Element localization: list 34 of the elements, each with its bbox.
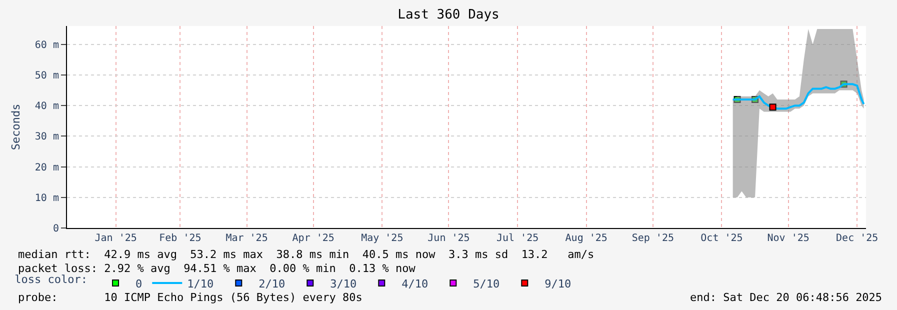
x-tick-label: Nov '25 [767,233,810,244]
x-tick-label: Jun '25 [428,233,470,244]
chart-title: Last 360 Days [398,8,500,22]
x-tick-label: Dec '25 [836,233,878,244]
y-tick-label: 40 m [34,101,59,112]
text: median rtt: 42.9 ms avg 53.2 ms max 38.8 ms min 40.5 ms now 3.3 ms sd 13.2 am/s [18,248,594,261]
legend-label: 1/10 [187,277,214,290]
y-tick-label: 0 [52,224,59,234]
y-tick-label: 20 m [34,162,59,174]
x-tick-label: Aug '25 [565,233,608,244]
text: packet loss: 2.92 % avg 94.51 % max 0.00 % min 0.13 % now [18,262,416,275]
x-tick-label: May '25 [361,233,404,244]
legend-label: 0 [136,277,142,290]
x-tick-label: Feb '25 [159,233,202,244]
legend-label: 5/10 [473,277,500,290]
point [769,104,776,111]
y-tick-label: 60 m [34,40,59,51]
x-tick-label: Mar '25 [226,233,268,244]
x-tick-label: Sep '25 [632,233,674,244]
legend-label: 9/10 [544,277,572,290]
legend-label: 3/10 [330,277,357,290]
legend-title: loss color: [14,272,88,286]
text: end: Sat Dec 20 06:48:56 2025 [690,291,882,304]
y-tick-label: 50 m [34,70,59,82]
y-tick-label: 10 m [34,192,59,204]
x-tick-label: Jul '25 [496,233,539,244]
legend-label: 4/10 [402,277,428,290]
legend-label: 2/10 [258,277,286,290]
y-axis-title: Seconds [10,104,23,150]
x-tick-label: Jan '25 [94,233,137,244]
x-tick-label: Oct '25 [700,233,743,244]
text: probe: 10 ICMP Echo Pings (56 Bytes) every 80s [18,291,362,304]
x-tick-label: Apr '25 [292,233,334,244]
y-tick-label: 30 m [34,132,59,143]
